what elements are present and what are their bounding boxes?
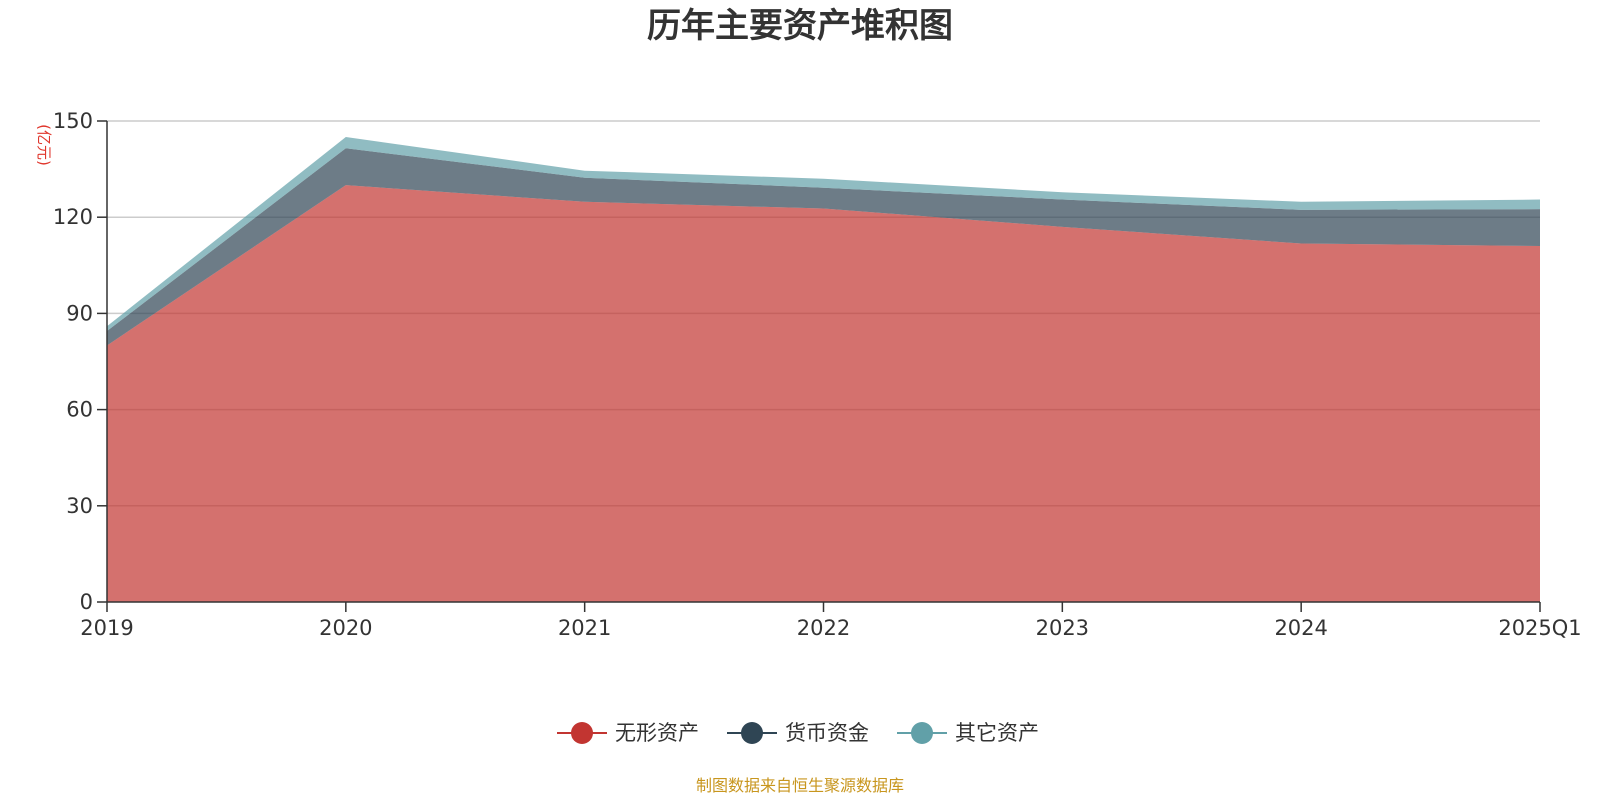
chart-title: 历年主要资产堆积图 xyxy=(647,6,953,46)
area-series-group xyxy=(107,137,1540,602)
y-tick-label-60: 60 xyxy=(66,398,93,422)
legend-item-1[interactable]: 无形资产 xyxy=(557,721,699,745)
legend-marker-1 xyxy=(571,722,593,744)
x-tick-label-2022: 2022 xyxy=(797,616,850,640)
y-tick-label-90: 90 xyxy=(66,301,93,325)
x-tick-label-2024: 2024 xyxy=(1274,616,1327,640)
legend-marker-2 xyxy=(741,722,763,744)
legend-label-3: 其它资产 xyxy=(955,721,1039,745)
legend-item-2[interactable]: 货币资金 xyxy=(727,721,869,745)
source-note: 制图数据来自恒生聚源数据库 xyxy=(696,776,904,795)
x-tick-label-2019: 2019 xyxy=(80,616,133,640)
legend-label-2: 货币资金 xyxy=(785,721,869,745)
area-series-1 xyxy=(107,185,1540,602)
y-axis-unit-label: (亿元) xyxy=(35,124,53,166)
y-tick-label-120: 120 xyxy=(53,205,93,229)
y-tick-label-150: 150 xyxy=(53,109,93,133)
y-tick-label-0: 0 xyxy=(80,590,93,614)
x-tick-label-2020: 2020 xyxy=(319,616,372,640)
y-tick-label-30: 30 xyxy=(66,494,93,518)
x-tick-label-2025Q1: 2025Q1 xyxy=(1498,616,1581,640)
area-series-2 xyxy=(107,148,1540,346)
legend-label-1: 无形资产 xyxy=(615,721,699,745)
x-tick-label-2021: 2021 xyxy=(558,616,611,640)
legend-item-3[interactable]: 其它资产 xyxy=(897,721,1039,745)
axes: 0 30 60 90 120 150 2019 2020 2021 2022 2023 2024 202… xyxy=(53,109,1582,640)
legend[interactable]: 无形资产 货币资金 其它资产 xyxy=(557,721,1039,745)
legend-marker-3 xyxy=(911,722,933,744)
x-tick-label-2023: 2023 xyxy=(1036,616,1089,640)
